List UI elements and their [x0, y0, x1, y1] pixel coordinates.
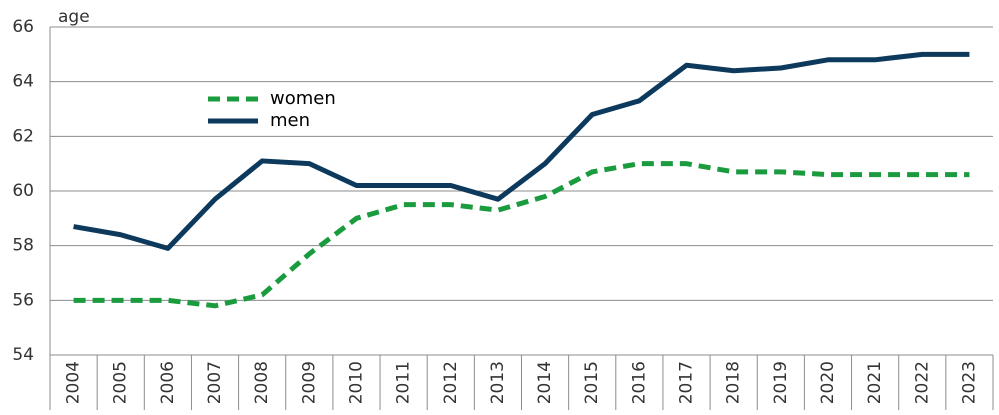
x-tick-label: 2008	[252, 361, 272, 404]
y-tick-label: 54	[12, 345, 34, 365]
x-tick-label: 2004	[64, 361, 84, 404]
y-axis-label: age	[58, 7, 90, 27]
x-tick-label: 2010	[346, 361, 366, 404]
x-tick-label: 2022	[912, 361, 932, 404]
y-tick-label: 62	[12, 126, 34, 146]
x-tick-label: 2019	[771, 361, 791, 404]
line-men	[73, 51, 970, 251]
x-tick-label: 2017	[677, 361, 697, 404]
x-tick-label: 2013	[488, 361, 508, 404]
y-tick-label: 66	[12, 17, 34, 37]
x-tick-label: 2012	[441, 361, 461, 404]
x-tick-label: 2015	[582, 361, 602, 404]
x-tick-label: 2009	[299, 361, 319, 404]
x-tick-label: 2020	[818, 361, 838, 404]
x-tick-label: 2018	[724, 361, 744, 404]
x-tick-label: 2016	[629, 361, 649, 404]
x-tick-label: 2006	[158, 361, 178, 404]
x-tick-label: 2023	[959, 361, 979, 404]
line-women	[73, 161, 970, 309]
y-tick-label: 60	[12, 181, 34, 201]
x-tick-label: 2007	[205, 361, 225, 404]
y-tick-label: 56	[12, 290, 34, 310]
legend-label: women	[270, 88, 336, 109]
x-tick-label: 2005	[111, 361, 131, 404]
legend-label: men	[270, 110, 310, 131]
x-tick-label: 2011	[394, 361, 414, 404]
y-tick-label: 58	[12, 236, 34, 256]
y-tick-label: 64	[12, 72, 34, 92]
x-tick-label: 2021	[865, 361, 885, 404]
x-tick-label: 2014	[535, 361, 555, 404]
